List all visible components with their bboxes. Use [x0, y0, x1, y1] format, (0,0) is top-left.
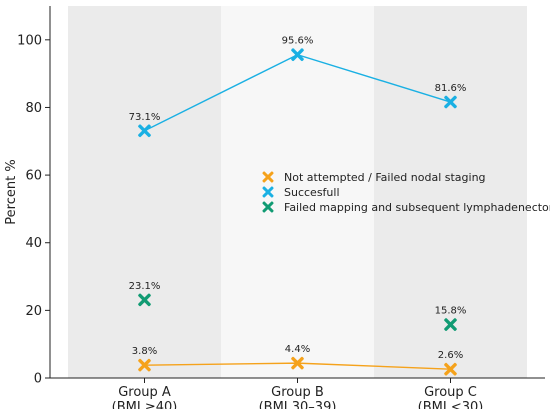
data-point-x-marker: [444, 318, 457, 331]
marker-stroke: [444, 95, 457, 109]
legend-label: Failed mapping and subsequent lymphadene…: [284, 201, 550, 214]
data-point-x-marker: [444, 362, 457, 376]
marker-stroke: [262, 201, 274, 213]
legend-label: Not attempted / Failed nodal staging: [284, 171, 486, 184]
y-tick-label: 40: [25, 236, 42, 251]
y-tick-label: 20: [25, 304, 42, 319]
data-label: 73.1%: [129, 112, 161, 123]
y-axis-label: Percent %: [4, 159, 19, 224]
data-point-x-marker: [444, 95, 457, 109]
x-tick-label: Group B: [271, 385, 324, 400]
category-band: [68, 6, 221, 378]
data-label: 23.1%: [129, 281, 161, 292]
category-band: [374, 6, 527, 378]
legend-marker: [262, 171, 274, 183]
marker-stroke: [262, 171, 274, 183]
x-tick-label: (BMI ≥40): [112, 400, 178, 409]
x-tick-label: (BMI 30–39): [259, 400, 337, 409]
data-labels: 3.8% 4.4% 2.6% 73.1% 95.6% 81.6% 23.1% 15.8%: [129, 36, 467, 362]
y-tick-label: 60: [25, 169, 42, 184]
category-band: [221, 6, 374, 378]
marker-stroke: [138, 293, 151, 307]
marker-stroke: [444, 362, 457, 376]
legend-marker: [262, 201, 274, 213]
data-label: 4.4%: [285, 344, 310, 355]
y-tick-label: 0: [34, 372, 42, 387]
marker-stroke: [262, 186, 274, 198]
x-tick-label: Group C: [424, 385, 477, 400]
marker-stroke: [138, 358, 151, 372]
axes: 0 20 40 60 80 100 Percent % Group A(BMI ≥40) Gro…: [4, 6, 545, 414]
data-point-x-marker: [138, 358, 151, 372]
data-point-x-marker: [291, 48, 304, 62]
marker-stroke: [444, 318, 457, 331]
data-label: 95.6%: [282, 36, 314, 47]
y-tick-label: 100: [17, 33, 42, 48]
y-tick-label: 80: [25, 101, 42, 116]
data-point-x-marker: [291, 356, 304, 370]
x-tick-label: (BMI <30): [418, 400, 484, 409]
data-label: 3.8%: [132, 346, 157, 357]
marker-stroke: [138, 124, 151, 138]
data-label: 81.6%: [435, 83, 467, 94]
category-bands: [68, 6, 527, 378]
marker-stroke: [291, 48, 304, 62]
data-point-x-marker: [138, 293, 151, 307]
marker-stroke: [291, 356, 304, 370]
x-tick-label: Group A: [118, 385, 171, 400]
legend: Not attempted / Failed nodal staging Succ…: [262, 171, 550, 214]
legend-marker: [262, 186, 274, 198]
data-points: [138, 48, 457, 376]
data-point-x-marker: [138, 124, 151, 138]
legend-label: Succesfull: [284, 186, 340, 199]
data-label: 15.8%: [435, 306, 467, 317]
data-label: 2.6%: [438, 350, 463, 361]
